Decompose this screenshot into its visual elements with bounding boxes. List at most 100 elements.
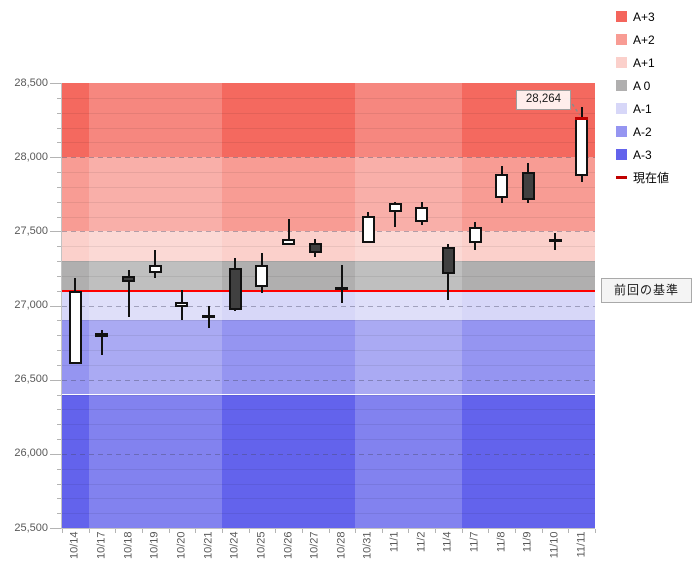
y-tick-minor (57, 201, 61, 203)
gridline-minor (62, 513, 595, 515)
y-tick-major (50, 83, 61, 84)
gridline-minor (62, 142, 595, 144)
y-tick-minor (57, 127, 61, 129)
legend-label: A+2 (633, 32, 655, 47)
y-tick-minor (57, 320, 61, 322)
gridline-minor (62, 335, 595, 337)
x-axis-label: 11/9 (521, 531, 534, 552)
y-axis-label: 25,500 (14, 521, 48, 534)
legend-label: 現在値 (633, 171, 670, 185)
x-tick (541, 529, 543, 533)
gridline-minor (62, 216, 595, 218)
x-tick (488, 529, 490, 533)
candle-body-11-4 (441, 246, 455, 274)
x-tick (221, 529, 223, 533)
week-shading-overlay (355, 83, 462, 528)
gridline-major (62, 453, 595, 455)
current-value-marker (575, 116, 589, 120)
x-tick (568, 529, 570, 533)
y-axis-label: 26,000 (14, 447, 48, 460)
candle-body-10-17 (95, 332, 109, 337)
x-axis-label: 10/20 (175, 531, 188, 559)
candle-body-10-28 (335, 286, 349, 290)
gridline-major (62, 379, 595, 381)
y-tick-major (50, 157, 61, 159)
x-tick (195, 529, 197, 533)
legend-label: A+1 (633, 55, 655, 70)
gridline-minor (62, 127, 595, 129)
legend-label: A-1 (633, 101, 652, 116)
legend-dash-icon (616, 176, 627, 179)
y-tick-minor (57, 335, 61, 337)
y-tick-minor (57, 112, 61, 114)
x-axis-label: 10/18 (122, 531, 135, 559)
x-tick (408, 529, 410, 533)
legend-swatch-icon (616, 80, 627, 91)
week-shading-overlay (88, 83, 222, 528)
band-aplus3 (62, 83, 595, 158)
y-tick-minor (57, 142, 61, 144)
y-tick-minor (57, 261, 61, 262)
candle-body-10-18 (122, 275, 136, 282)
y-axis-label: 27,000 (14, 299, 48, 311)
legend-item-aplus3: A+3 (616, 5, 692, 28)
y-tick-minor (57, 424, 61, 426)
gridline-minor (62, 424, 595, 426)
y-tick-minor (57, 290, 61, 292)
gridline-minor (62, 97, 595, 99)
band-a-3 (62, 394, 595, 528)
y-tick-minor (57, 439, 61, 440)
y-tick-major (50, 379, 61, 381)
x-axis-label: 10/26 (282, 531, 295, 559)
x-axis-line (61, 528, 595, 529)
gridline-minor (62, 320, 595, 322)
y-tick-minor (57, 468, 61, 470)
x-axis-label: 10/17 (95, 531, 108, 559)
y-tick-minor (57, 97, 61, 99)
candle-body-11-1 (388, 203, 402, 213)
gridline-minor (62, 498, 595, 500)
x-axis-label: 11/4 (441, 531, 454, 552)
x-axis-label: 10/14 (68, 531, 81, 559)
gridline-minor (62, 186, 595, 188)
legend-swatch-icon (616, 103, 627, 114)
legend-label: A+3 (633, 9, 655, 24)
x-tick (381, 529, 383, 533)
band-a-1 (62, 290, 595, 321)
candle-body-10-25 (255, 264, 269, 287)
x-axis-label: 10/21 (202, 531, 215, 559)
legend-label: A-3 (633, 147, 652, 162)
gridline-minor (62, 364, 595, 366)
gridline-minor (62, 483, 595, 485)
y-tick-minor (57, 246, 61, 248)
candle-body-10-27 (308, 243, 322, 253)
y-tick-major (50, 453, 61, 455)
x-axis-label: 10/28 (335, 531, 348, 559)
legend-item-aplus1: A+1 (616, 51, 692, 74)
y-tick-minor (57, 186, 61, 188)
legend-item-現在値: 現在値 (616, 166, 692, 189)
candle-wick-11-1 (394, 202, 397, 227)
candle-body-11-8 (495, 174, 509, 198)
candle-body-11-9 (521, 172, 535, 201)
candle-body-11-7 (468, 226, 482, 244)
x-axis-label: 11/8 (495, 531, 508, 552)
band-a-2 (62, 320, 595, 395)
candle-body-10-26 (282, 239, 296, 245)
legend-item-a-2: A-2 (616, 120, 692, 143)
y-tick-minor (57, 364, 61, 366)
legend-item-aplus2: A+2 (616, 28, 692, 51)
gridline-major (62, 157, 595, 159)
candle-body-10-14 (68, 290, 82, 365)
legend-item-a-0: A 0 (616, 74, 692, 97)
gridline-minor (62, 201, 595, 203)
gridline-minor (62, 275, 595, 277)
candle-wick-10-28 (340, 265, 343, 303)
legend-item-a-1: A-1 (616, 97, 692, 120)
gridline-minor (62, 350, 595, 351)
x-axis-label: 10/25 (255, 531, 268, 559)
x-tick (515, 529, 517, 533)
y-tick-minor (57, 394, 61, 396)
candle-body-10-24 (228, 267, 242, 310)
